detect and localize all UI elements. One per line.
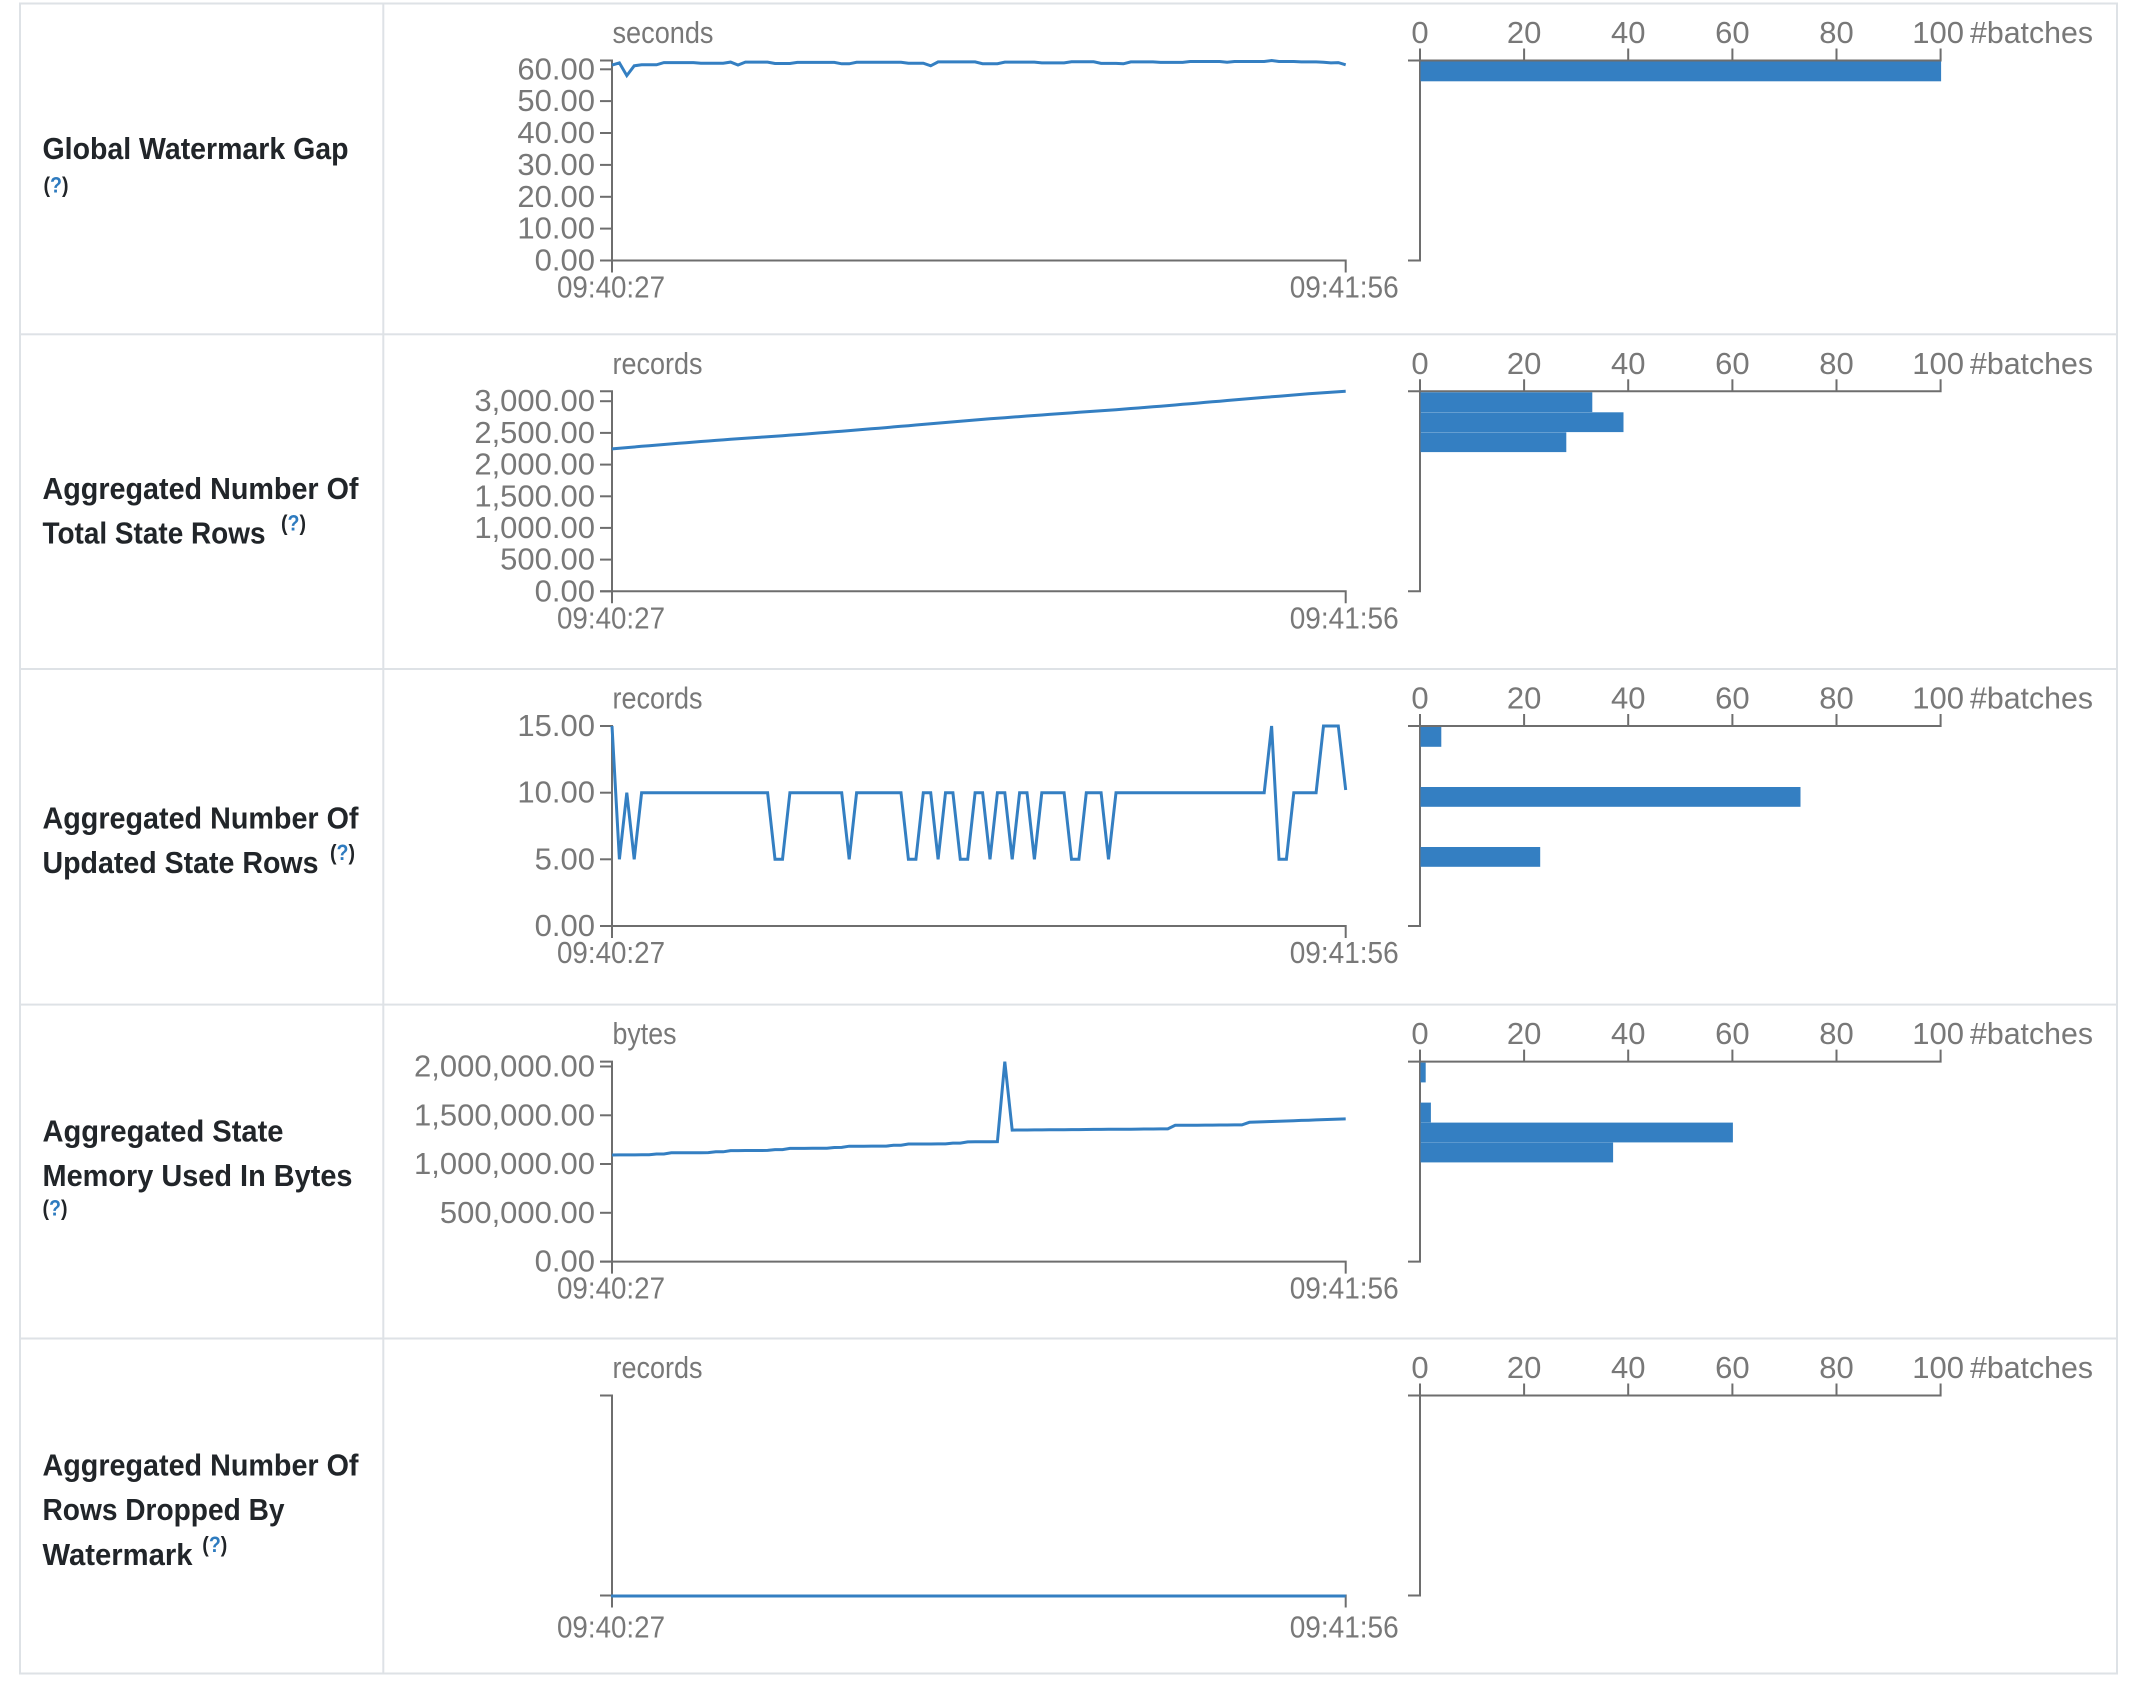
svg-text:0.00: 0.00 xyxy=(535,573,595,608)
svg-text:2,000,000.00: 2,000,000.00 xyxy=(414,1049,595,1084)
svg-text:1,500,000.00: 1,500,000.00 xyxy=(414,1097,595,1132)
svg-text:60: 60 xyxy=(1715,15,1749,50)
svg-text:5.00: 5.00 xyxy=(535,841,595,876)
svg-text:20: 20 xyxy=(1507,15,1541,50)
svg-text:Global Watermark Gap: Global Watermark Gap xyxy=(43,131,349,166)
svg-text:80: 80 xyxy=(1819,346,1853,381)
svg-text:0: 0 xyxy=(1411,15,1428,50)
svg-text:50.00: 50.00 xyxy=(517,83,595,118)
svg-text:records: records xyxy=(613,346,703,381)
svg-text:2,500.00: 2,500.00 xyxy=(474,415,595,450)
svg-text:40: 40 xyxy=(1611,1016,1645,1051)
svg-text:09:40:27: 09:40:27 xyxy=(557,600,665,635)
svg-text:#batches: #batches xyxy=(1970,1016,2093,1051)
svg-text:0.00: 0.00 xyxy=(535,243,595,278)
svg-text:#batches: #batches xyxy=(1970,1350,2093,1385)
svg-text:80: 80 xyxy=(1819,681,1853,716)
svg-text:10.00: 10.00 xyxy=(517,211,595,246)
svg-text:Rows Dropped By: Rows Dropped By xyxy=(43,1492,286,1527)
svg-text:60: 60 xyxy=(1715,1016,1749,1051)
svg-text:(?): (?) xyxy=(330,840,355,865)
svg-text:Aggregated State: Aggregated State xyxy=(43,1113,284,1148)
svg-text:20: 20 xyxy=(1507,1016,1541,1051)
svg-text:Updated State Rows: Updated State Rows xyxy=(43,845,319,880)
svg-text:80: 80 xyxy=(1819,15,1853,50)
svg-text:Aggregated Number Of: Aggregated Number Of xyxy=(43,801,360,836)
svg-text:records: records xyxy=(613,681,703,716)
svg-text:0: 0 xyxy=(1411,681,1428,716)
svg-text:09:41:56: 09:41:56 xyxy=(1290,600,1399,635)
svg-text:0: 0 xyxy=(1411,1350,1428,1385)
svg-text:20: 20 xyxy=(1507,346,1541,381)
svg-text:100: 100 xyxy=(1912,681,1964,716)
svg-text:60: 60 xyxy=(1715,681,1749,716)
svg-text:09:40:27: 09:40:27 xyxy=(557,1610,665,1645)
svg-text:500.00: 500.00 xyxy=(500,542,595,577)
svg-text:0: 0 xyxy=(1411,346,1428,381)
svg-text:2,000.00: 2,000.00 xyxy=(474,447,595,482)
svg-text:09:40:27: 09:40:27 xyxy=(557,1271,665,1306)
svg-text:1,500.00: 1,500.00 xyxy=(474,478,595,513)
svg-text:40: 40 xyxy=(1611,346,1645,381)
svg-text:bytes: bytes xyxy=(613,1016,677,1051)
svg-text:1,000,000.00: 1,000,000.00 xyxy=(414,1146,595,1181)
svg-text:records: records xyxy=(613,1350,703,1385)
svg-text:3,000.00: 3,000.00 xyxy=(474,383,595,418)
svg-text:Aggregated Number Of: Aggregated Number Of xyxy=(43,1447,360,1482)
svg-text:0.00: 0.00 xyxy=(535,1244,595,1279)
svg-text:10.00: 10.00 xyxy=(517,775,595,810)
svg-text:0.00: 0.00 xyxy=(535,908,595,943)
svg-text:0: 0 xyxy=(1411,1016,1428,1051)
svg-text:100: 100 xyxy=(1912,1350,1964,1385)
svg-text:100: 100 xyxy=(1912,1016,1964,1051)
svg-text:100: 100 xyxy=(1912,15,1964,50)
svg-text:seconds: seconds xyxy=(613,15,714,50)
svg-text:09:40:27: 09:40:27 xyxy=(557,270,665,305)
svg-text:#batches: #batches xyxy=(1970,15,2093,50)
svg-text:30.00: 30.00 xyxy=(517,147,595,182)
svg-text:100: 100 xyxy=(1912,346,1964,381)
svg-text:Watermark: Watermark xyxy=(43,1537,194,1572)
svg-text:60.00: 60.00 xyxy=(517,51,595,86)
svg-text:09:41:56: 09:41:56 xyxy=(1290,1610,1399,1645)
svg-text:Memory Used In Bytes: Memory Used In Bytes xyxy=(43,1158,353,1193)
svg-text:(?): (?) xyxy=(43,1195,68,1220)
svg-text:09:41:56: 09:41:56 xyxy=(1290,1271,1399,1306)
svg-text:60: 60 xyxy=(1715,1350,1749,1385)
svg-text:09:40:27: 09:40:27 xyxy=(557,935,665,970)
svg-text:20.00: 20.00 xyxy=(517,179,595,214)
svg-text:20: 20 xyxy=(1507,681,1541,716)
svg-text:(?): (?) xyxy=(281,511,306,536)
svg-text:80: 80 xyxy=(1819,1016,1853,1051)
svg-text:20: 20 xyxy=(1507,1350,1541,1385)
svg-text:80: 80 xyxy=(1819,1350,1853,1385)
svg-text:40.00: 40.00 xyxy=(517,115,595,150)
svg-text:1,000.00: 1,000.00 xyxy=(474,510,595,545)
svg-text:09:41:56: 09:41:56 xyxy=(1290,935,1399,970)
svg-text:500,000.00: 500,000.00 xyxy=(440,1195,595,1230)
svg-text:40: 40 xyxy=(1611,1350,1645,1385)
svg-text:40: 40 xyxy=(1611,681,1645,716)
svg-text:09:41:56: 09:41:56 xyxy=(1290,270,1399,305)
svg-text:(?): (?) xyxy=(202,1532,227,1557)
svg-text:40: 40 xyxy=(1611,15,1645,50)
svg-text:Aggregated Number Of: Aggregated Number Of xyxy=(43,471,360,506)
svg-text:#batches: #batches xyxy=(1970,346,2093,381)
svg-text:#batches: #batches xyxy=(1970,681,2093,716)
svg-text:(?): (?) xyxy=(44,172,69,197)
svg-text:Total State Rows: Total State Rows xyxy=(43,516,266,551)
svg-text:60: 60 xyxy=(1715,346,1749,381)
svg-text:15.00: 15.00 xyxy=(517,708,595,743)
